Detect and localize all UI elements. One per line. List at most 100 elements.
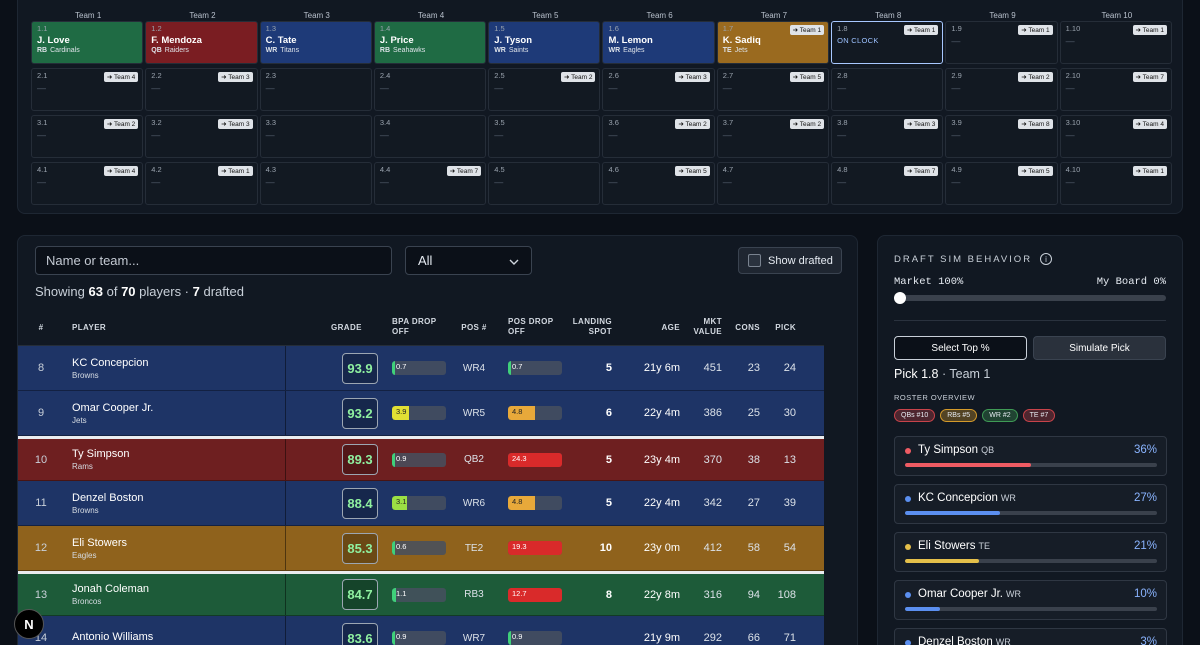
- grade-cell: 85.3: [286, 532, 386, 564]
- bpa-drop-fill: [392, 496, 408, 510]
- draft-pick-cell[interactable]: 1.1 J. Love RB Cardinals: [31, 21, 144, 64]
- grade-badge: 84.7: [342, 579, 378, 610]
- draft-pick-cell[interactable]: 1.9 ➜ Team 1 —: [945, 21, 1058, 64]
- traded-to-badge: ➜ Team 1: [218, 166, 253, 176]
- drafted-player-sub: WR Titans: [266, 47, 366, 54]
- header-player[interactable]: PLAYER: [72, 322, 107, 332]
- traded-to-badge: ➜ Team 1: [1018, 25, 1053, 35]
- probability-track: [905, 463, 1157, 467]
- drafted-player-name: F. Mendoza: [151, 35, 202, 46]
- draft-pick-cell[interactable]: 3.3 —: [259, 115, 372, 158]
- probability-card[interactable]: KC Concepcion WR 27%: [894, 484, 1167, 524]
- header-pos-rank[interactable]: POS #: [461, 322, 487, 332]
- table-row[interactable]: 14 Antonio Williams 83.6 0.9 WR7 0.9 21y 9m 292…: [18, 616, 824, 645]
- traded-to-badge: ➜ Team 4: [1132, 119, 1167, 129]
- behavior-slider-track[interactable]: [894, 295, 1166, 301]
- players-table: # PLAYER GRADE BPA DROP OFF POS # POS DR…: [18, 309, 824, 645]
- pos-drop-fill: [508, 361, 512, 375]
- show-drafted-toggle[interactable]: Show drafted: [738, 247, 842, 274]
- select-top-button[interactable]: Select Top %: [894, 336, 1027, 360]
- team-header: Team 7: [760, 11, 788, 20]
- draft-pick-cell[interactable]: 3.8 ➜ Team 3 —: [831, 115, 944, 158]
- info-icon[interactable]: i: [1040, 253, 1053, 265]
- empty-pick: —: [151, 130, 161, 140]
- header-bpa-drop-off[interactable]: BPA DROP OFF: [392, 317, 437, 336]
- draft-pick-cell[interactable]: 2.9 ➜ Team 2 —: [945, 68, 1058, 111]
- draft-pick-cell[interactable]: 1.3 C. Tate WR Titans: [259, 21, 372, 64]
- header-mkt-value[interactable]: MKT VALUE: [693, 317, 722, 336]
- pos-drop-fill: [508, 631, 512, 645]
- draft-pick-cell[interactable]: 2.2 ➜ Team 3 —: [145, 68, 258, 111]
- empty-pick: —: [37, 177, 46, 187]
- header-age[interactable]: AGE: [661, 322, 680, 332]
- draft-pick-cell[interactable]: 4.1 ➜ Team 4 —: [31, 162, 144, 205]
- my-board-label: My Board 0%: [1096, 276, 1166, 288]
- table-row[interactable]: 12 Eli Stowers Eagles 85.3 0.6 TE2 19.3 10 23y 0…: [18, 526, 824, 571]
- header-num[interactable]: #: [38, 322, 44, 332]
- draft-pick-cell[interactable]: 2.8 —: [831, 68, 944, 111]
- logo[interactable]: N: [14, 609, 44, 639]
- draft-pick-cell[interactable]: 4.8 ➜ Team 7 —: [831, 162, 944, 205]
- drafted-player-sub: WR Eagles: [608, 47, 708, 54]
- header-cons[interactable]: CONS: [735, 322, 760, 332]
- draft-pick-cell[interactable]: 2.3 —: [259, 68, 372, 111]
- draft-pick-cell[interactable]: 3.6 ➜ Team 2 —: [602, 115, 715, 158]
- draft-pick-cell[interactable]: 1.6 M. Lemon WR Eagles: [602, 21, 715, 64]
- draft-pick-cell[interactable]: 2.5 ➜ Team 2 —: [488, 68, 601, 111]
- checkbox-icon[interactable]: [748, 254, 761, 267]
- draft-pick-cell[interactable]: 3.1 ➜ Team 2 —: [31, 115, 144, 158]
- probability-card[interactable]: Denzel Boston WR 3%: [894, 628, 1167, 645]
- position-filter-select[interactable]: All: [405, 246, 532, 275]
- draft-pick-cell[interactable]: 1.5 J. Tyson WR Saints: [488, 21, 601, 64]
- draft-pick-cell[interactable]: 4.5 —: [488, 162, 601, 205]
- table-row[interactable]: 9 Omar Cooper Jr. Jets 93.2 3.9 WR5 4.8 6 22y 4m…: [18, 391, 824, 436]
- draft-pick-cell[interactable]: 3.10 ➜ Team 4 —: [1059, 115, 1172, 158]
- header-pos-drop-off[interactable]: POS DROP OFF: [508, 317, 554, 336]
- draft-pick-cell[interactable]: 3.5 —: [488, 115, 601, 158]
- table-row[interactable]: 10 Ty Simpson Rams 89.3 0.9 QB2 24.3 5 23y 4m 370…: [18, 436, 824, 481]
- roster-badge: TE #7: [1022, 409, 1056, 422]
- header-pick[interactable]: PICK: [775, 322, 796, 332]
- empty-pick: —: [265, 83, 275, 93]
- search-input[interactable]: [35, 246, 392, 275]
- pick-number: 1.5: [494, 24, 505, 33]
- probability-card[interactable]: Eli Stowers TE 21%: [894, 532, 1167, 572]
- row-rank: 9: [37, 407, 45, 419]
- draft-pick-cell[interactable]: 4.2 ➜ Team 1 —: [145, 162, 258, 205]
- draft-pick-cell[interactable]: 3.9 ➜ Team 8 —: [945, 115, 1058, 158]
- draft-pick-cell[interactable]: 1.10 ➜ Team 1 —: [1059, 21, 1172, 64]
- draft-pick-cell[interactable]: 4.7 —: [716, 162, 830, 205]
- draft-pick-cell[interactable]: 4.3 —: [259, 162, 372, 205]
- probability-card[interactable]: Ty Simpson QB 36%: [894, 436, 1167, 476]
- draft-pick-cell[interactable]: 3.4 —: [373, 115, 487, 158]
- draft-pick-cell[interactable]: 3.7 ➜ Team 2 —: [716, 115, 830, 158]
- header-landing-spot[interactable]: LANDING SPOT: [572, 317, 612, 336]
- team-header: Team 3: [303, 11, 330, 20]
- draft-pick-cell[interactable]: 4.10 ➜ Team 1 —: [1059, 162, 1172, 205]
- probability-card[interactable]: Omar Cooper Jr. WR 10%: [894, 580, 1167, 620]
- probability-player-name: KC Concepcion: [918, 492, 998, 504]
- table-row[interactable]: 11 Denzel Boston Browns 88.4 3.1 WR6 4.8 5 22y 4…: [18, 481, 824, 526]
- table-row[interactable]: 13 Jonah Coleman Broncos 84.7 1.1 RB3 12.7 8 22y…: [18, 571, 824, 616]
- draft-pick-cell[interactable]: 4.4 ➜ Team 7 —: [373, 162, 487, 205]
- draft-pick-cell[interactable]: 2.1 ➜ Team 4 —: [31, 68, 144, 111]
- draft-pick-cell[interactable]: 3.2 ➜ Team 3 —: [145, 115, 258, 158]
- behavior-slider-thumb[interactable]: [894, 292, 906, 304]
- pos-rank: QB2: [463, 454, 484, 465]
- draft-pick-cell[interactable]: 2.7 ➜ Team 5 —: [716, 68, 830, 111]
- header-grade[interactable]: GRADE: [331, 322, 362, 332]
- draft-pick-cell[interactable]: 4.6 ➜ Team 5 —: [602, 162, 715, 205]
- draft-pick-cell[interactable]: 1.7 ➜ Team 1 K. Sadiq TE Jets: [716, 21, 830, 64]
- draft-pick-cell[interactable]: 4.9 ➜ Team 5 —: [945, 162, 1058, 205]
- draft-pick-cell[interactable]: 1.8 ➜ Team 1 ON CLOCK: [831, 21, 944, 64]
- draft-pick-cell[interactable]: 1.4 J. Price RB Seahawks: [373, 21, 487, 64]
- draft-pick-cell[interactable]: 1.2 F. Mendoza QB Raiders: [145, 21, 258, 64]
- probability-player-name: Eli Stowers: [918, 540, 976, 552]
- player-cell: Eli Stowers Eagles: [64, 537, 286, 560]
- draft-pick-cell[interactable]: 2.6 ➜ Team 3 —: [602, 68, 715, 111]
- draft-pick-cell[interactable]: 2.10 ➜ Team 7 —: [1059, 68, 1172, 111]
- table-row[interactable]: 8 KC Concepcion Browns 93.9 0.7 WR4 0.7 5 21y 6m…: [18, 346, 824, 391]
- traded-to-badge: ➜ Team 1: [1132, 166, 1167, 176]
- draft-pick-cell[interactable]: 2.4 —: [373, 68, 487, 111]
- simulate-pick-button[interactable]: Simulate Pick: [1033, 336, 1166, 360]
